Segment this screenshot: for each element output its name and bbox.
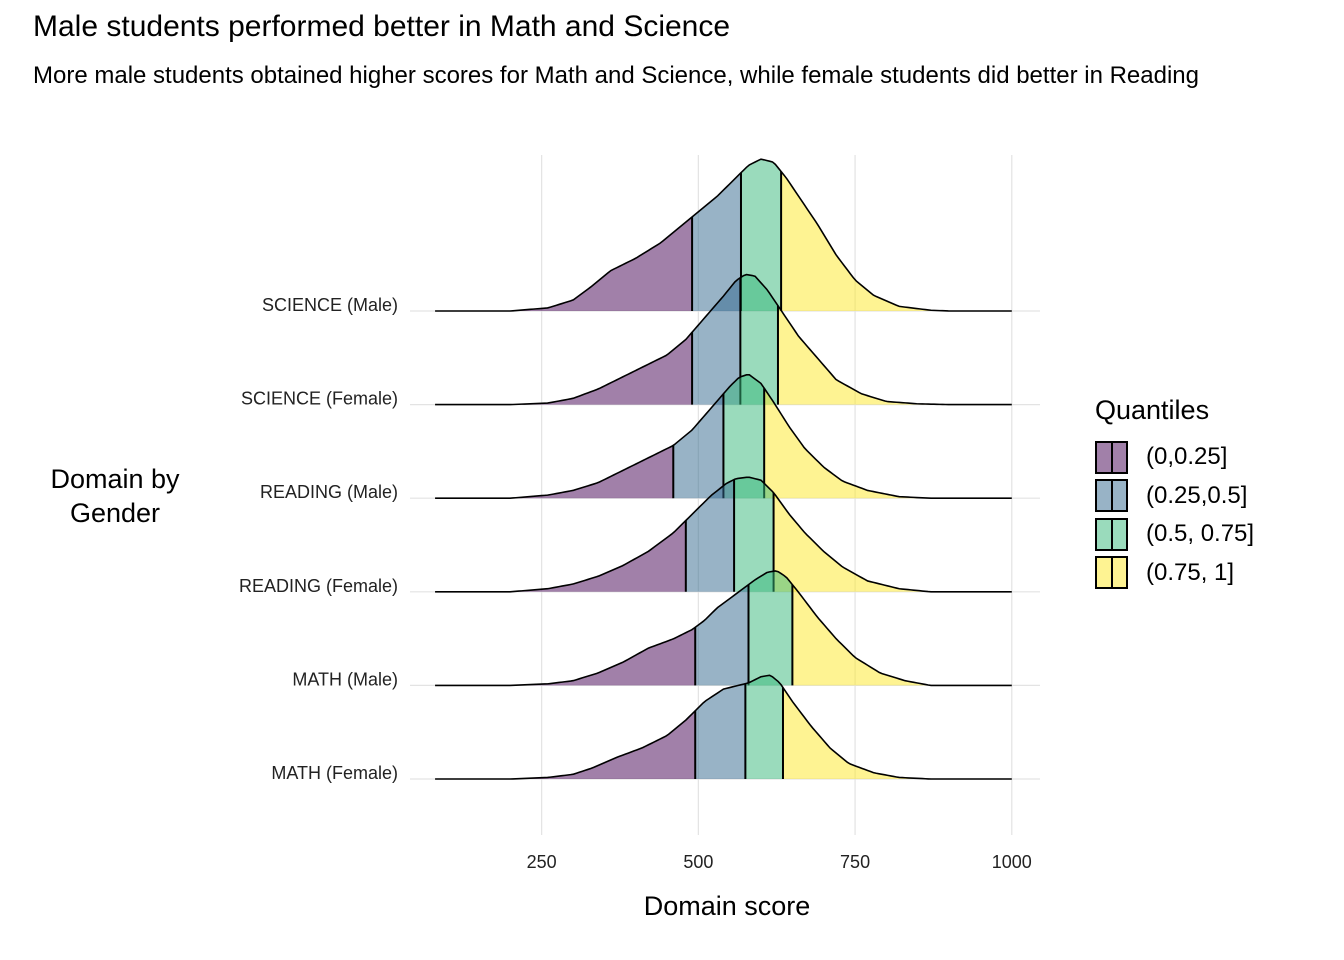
ridge-outline (435, 570, 1012, 687)
ridge-segment-q4 (781, 171, 1012, 311)
y-tick-label: MATH (Female) (271, 763, 398, 783)
ridge-outline (435, 476, 1012, 593)
ridge-segment-q4 (792, 584, 1012, 686)
ridge-segment-q3 (745, 675, 783, 779)
ridge-reading-female (435, 476, 1012, 593)
ridge-segment-q1 (435, 520, 686, 592)
ridge-segment-q1 (435, 710, 696, 779)
ridge-segment-q2 (695, 584, 749, 686)
x-tick-label: 250 (527, 852, 557, 872)
legend-swatch-q3 (1095, 517, 1128, 551)
x-tick-labels: 250 500 750 1000 (527, 852, 1032, 872)
ridge-outline (435, 273, 1012, 406)
legend-item-q2: (0.25,0.5] (1095, 477, 1254, 516)
ridge-segment-q4 (773, 492, 1012, 592)
ridge-segment-q2 (692, 277, 741, 405)
legend-label-q3: (0.5, 0.75] (1146, 520, 1255, 548)
ridges (435, 158, 1012, 780)
ridge-segment-q3 (740, 159, 782, 311)
ridge-segment-q1 (435, 216, 693, 311)
legend: Quantiles (0,0.25] (0.25,0.5] (0.5, 0.75… (1095, 395, 1254, 592)
legend-title: Quantiles (1095, 395, 1210, 425)
ridge-reading-male (435, 374, 1012, 499)
ridge-segment-q1 (435, 332, 693, 405)
ridge-outline (435, 374, 1012, 499)
ridge-outline (435, 674, 1012, 780)
legend-label-q1: (0,0.25] (1146, 443, 1228, 471)
x-axis-label: Domain score (644, 891, 811, 921)
y-tick-labels: SCIENCE (Male) SCIENCE (Female) READING (M… (239, 295, 398, 783)
legend-swatch-q2 (1095, 479, 1128, 513)
ridge-segment-q3 (723, 374, 765, 499)
y-tick-label: READING (Female) (239, 576, 398, 596)
legend-label-q4: (0.75, 1] (1146, 558, 1235, 586)
ridge-segment-q2 (695, 683, 746, 779)
ridge-segment-q2 (685, 479, 735, 592)
ridge-outline (435, 158, 1012, 312)
legend-swatch-q1 (1095, 440, 1128, 474)
ridge-segment-q2 (673, 393, 724, 499)
y-tick-label: READING (Male) (260, 482, 398, 502)
chart-title: Male students performed better in Math a… (33, 10, 731, 43)
chart-subtitle: More male students obtained higher score… (33, 62, 1199, 89)
x-tick-label: 500 (683, 852, 713, 872)
legend-item-q1: (0,0.25] (1095, 438, 1254, 477)
ridge-segment-q3 (734, 477, 774, 592)
ridge-segment-q4 (764, 388, 1012, 499)
ridge-science-male (435, 158, 1012, 312)
y-tick-label: MATH (Male) (292, 669, 398, 689)
y-axis-label: Domain by Gender (50, 464, 180, 528)
legend-label-q2: (0.25,0.5] (1146, 481, 1248, 509)
legend-item-q3: (0.5, 0.75] (1095, 515, 1254, 554)
x-tick-label: 1000 (992, 852, 1032, 872)
y-tick-label: SCIENCE (Male) (262, 295, 398, 315)
ridge-segment-q4 (777, 305, 1012, 405)
ridge-segment-q1 (435, 627, 696, 686)
y-tick-label: SCIENCE (Female) (241, 389, 398, 409)
ridge-math-male (435, 570, 1012, 687)
ridge-segment-q1 (435, 445, 674, 499)
ridge-segment-q3 (740, 274, 778, 405)
ridge-segment-q4 (782, 687, 1012, 779)
x-tick-label: 750 (840, 852, 870, 872)
ridge-segment-q3 (748, 570, 793, 686)
legend-item-q4: (0.75, 1] (1095, 554, 1254, 593)
ridge-math-female (435, 674, 1012, 780)
legend-swatch-q4 (1095, 556, 1128, 590)
